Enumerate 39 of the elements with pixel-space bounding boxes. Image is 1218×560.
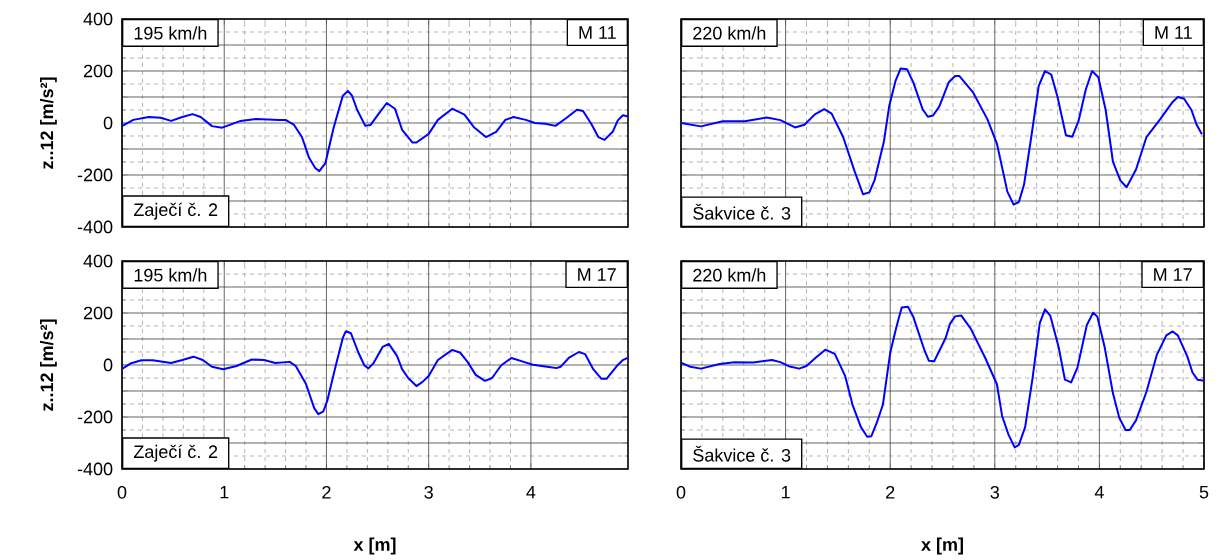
x-tick-label: 5 xyxy=(1199,485,1209,499)
x-axis-title: x [m] xyxy=(353,537,396,555)
annotation: M 17 xyxy=(1154,268,1192,281)
y-tick-label: 200 xyxy=(83,64,113,78)
x-tick-label: 1 xyxy=(781,485,790,499)
line-series xyxy=(122,330,629,415)
annotation: M 11 xyxy=(579,26,616,39)
y-tick-label: -400 xyxy=(77,462,113,476)
x-tick-label: 4 xyxy=(526,485,536,499)
annotation: Zaječí č. 2 xyxy=(133,444,218,462)
y-tick-label: -400 xyxy=(77,220,113,234)
annotation: 195 km/h xyxy=(134,26,207,40)
y-tick-label: 200 xyxy=(83,306,113,320)
y-tick-label: 0 xyxy=(103,358,113,372)
annotation: Šakvice č. 3 xyxy=(693,203,791,220)
annotation: 220 km/h xyxy=(693,26,766,40)
y-tick-label: -200 xyxy=(77,410,113,424)
y-tick-label: 0 xyxy=(103,116,113,130)
annotation: 195 km/h xyxy=(134,268,207,282)
y-axis-title: z..12 [m/s²] xyxy=(40,319,57,411)
y-axis-title: z..12 [m/s²] xyxy=(40,77,57,169)
x-tick-label: 3 xyxy=(424,485,433,499)
x-axis-title: x [m] xyxy=(921,537,963,555)
x-tick-label: 3 xyxy=(990,485,1000,499)
x-tick-label: 0 xyxy=(676,485,686,499)
annotation: M 17 xyxy=(578,268,616,281)
annotation: Šakvice č. 3 xyxy=(693,445,791,462)
annotation: M 11 xyxy=(1155,26,1192,39)
x-tick-label: 2 xyxy=(886,485,895,499)
line-series xyxy=(122,89,629,172)
y-tick-label: 400 xyxy=(83,12,113,26)
x-tick-label: 0 xyxy=(117,485,127,499)
annotation: 220 km/h xyxy=(693,268,766,282)
x-tick-label: 1 xyxy=(220,485,229,499)
annotation: Zaječí č. 2 xyxy=(133,202,218,220)
y-tick-label: -200 xyxy=(77,168,113,182)
x-tick-label: 4 xyxy=(1094,485,1104,499)
y-tick-label: 400 xyxy=(83,254,113,268)
x-tick-label: 2 xyxy=(322,485,331,499)
